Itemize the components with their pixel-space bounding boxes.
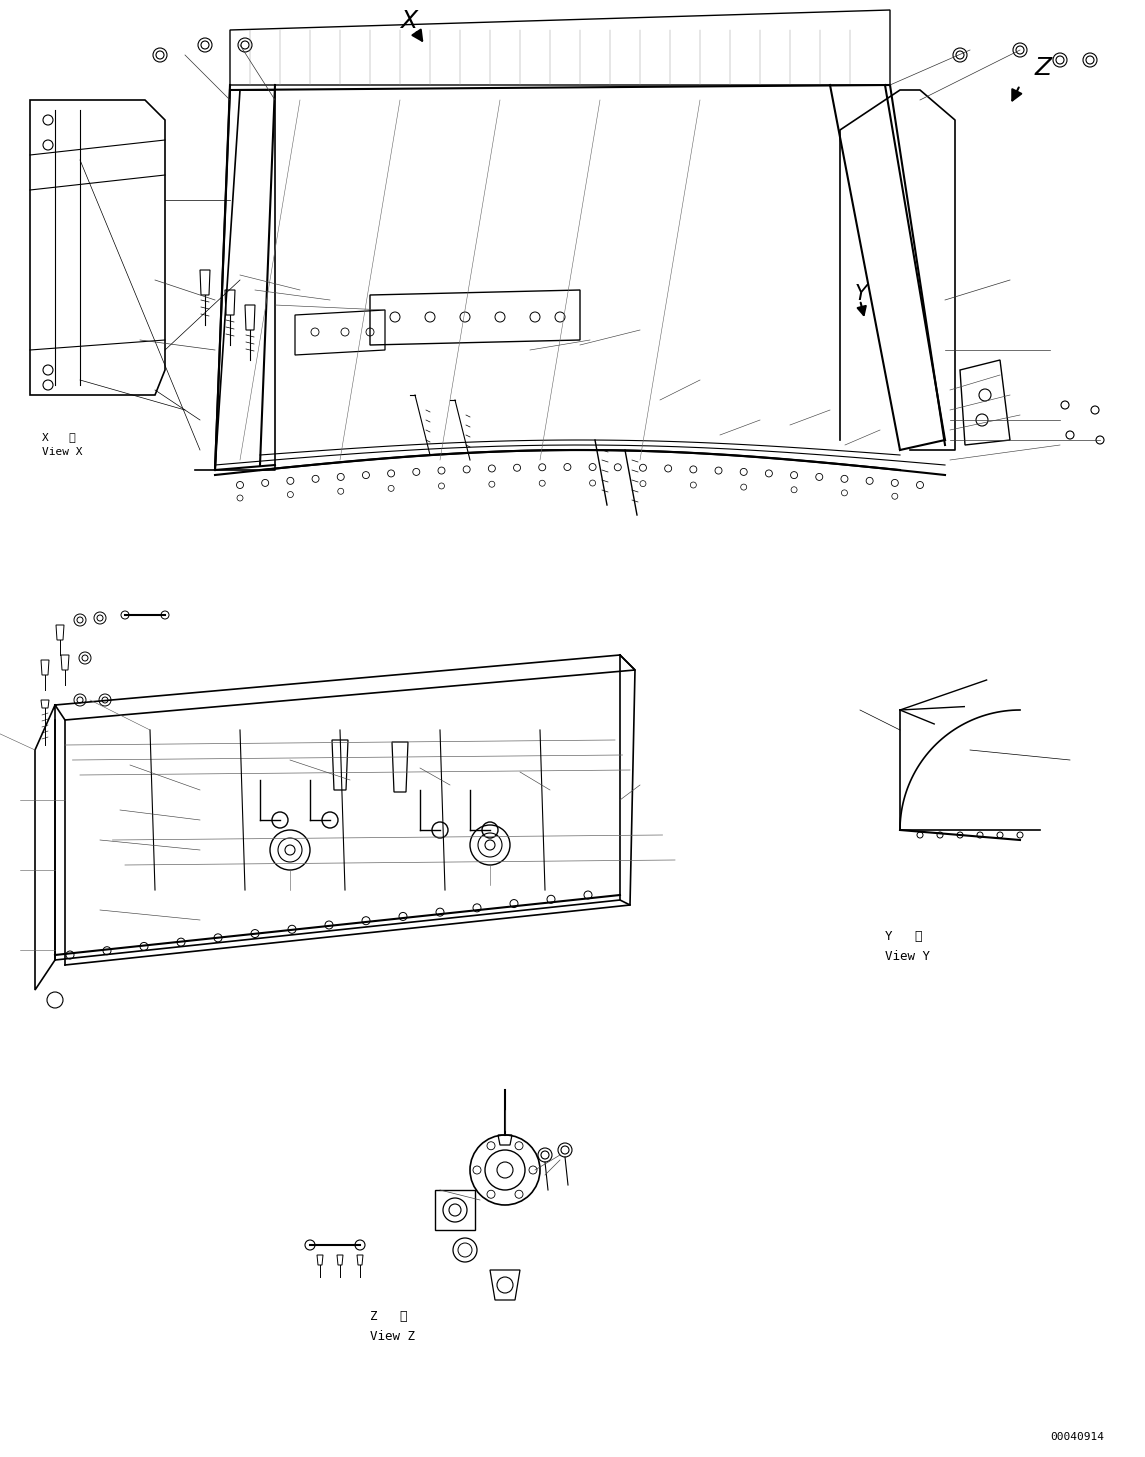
Text: View Z: View Z — [370, 1330, 414, 1343]
Text: Z   視: Z 視 — [370, 1310, 408, 1323]
Text: X: X — [400, 9, 417, 34]
Text: 00040914: 00040914 — [1050, 1432, 1104, 1442]
Text: View X: View X — [42, 447, 82, 457]
Text: Y: Y — [855, 284, 868, 305]
Text: View Y: View Y — [885, 950, 930, 963]
Text: X   視: X 視 — [42, 431, 76, 441]
Text: Z: Z — [1035, 55, 1052, 80]
Text: Y   視: Y 視 — [885, 930, 923, 943]
